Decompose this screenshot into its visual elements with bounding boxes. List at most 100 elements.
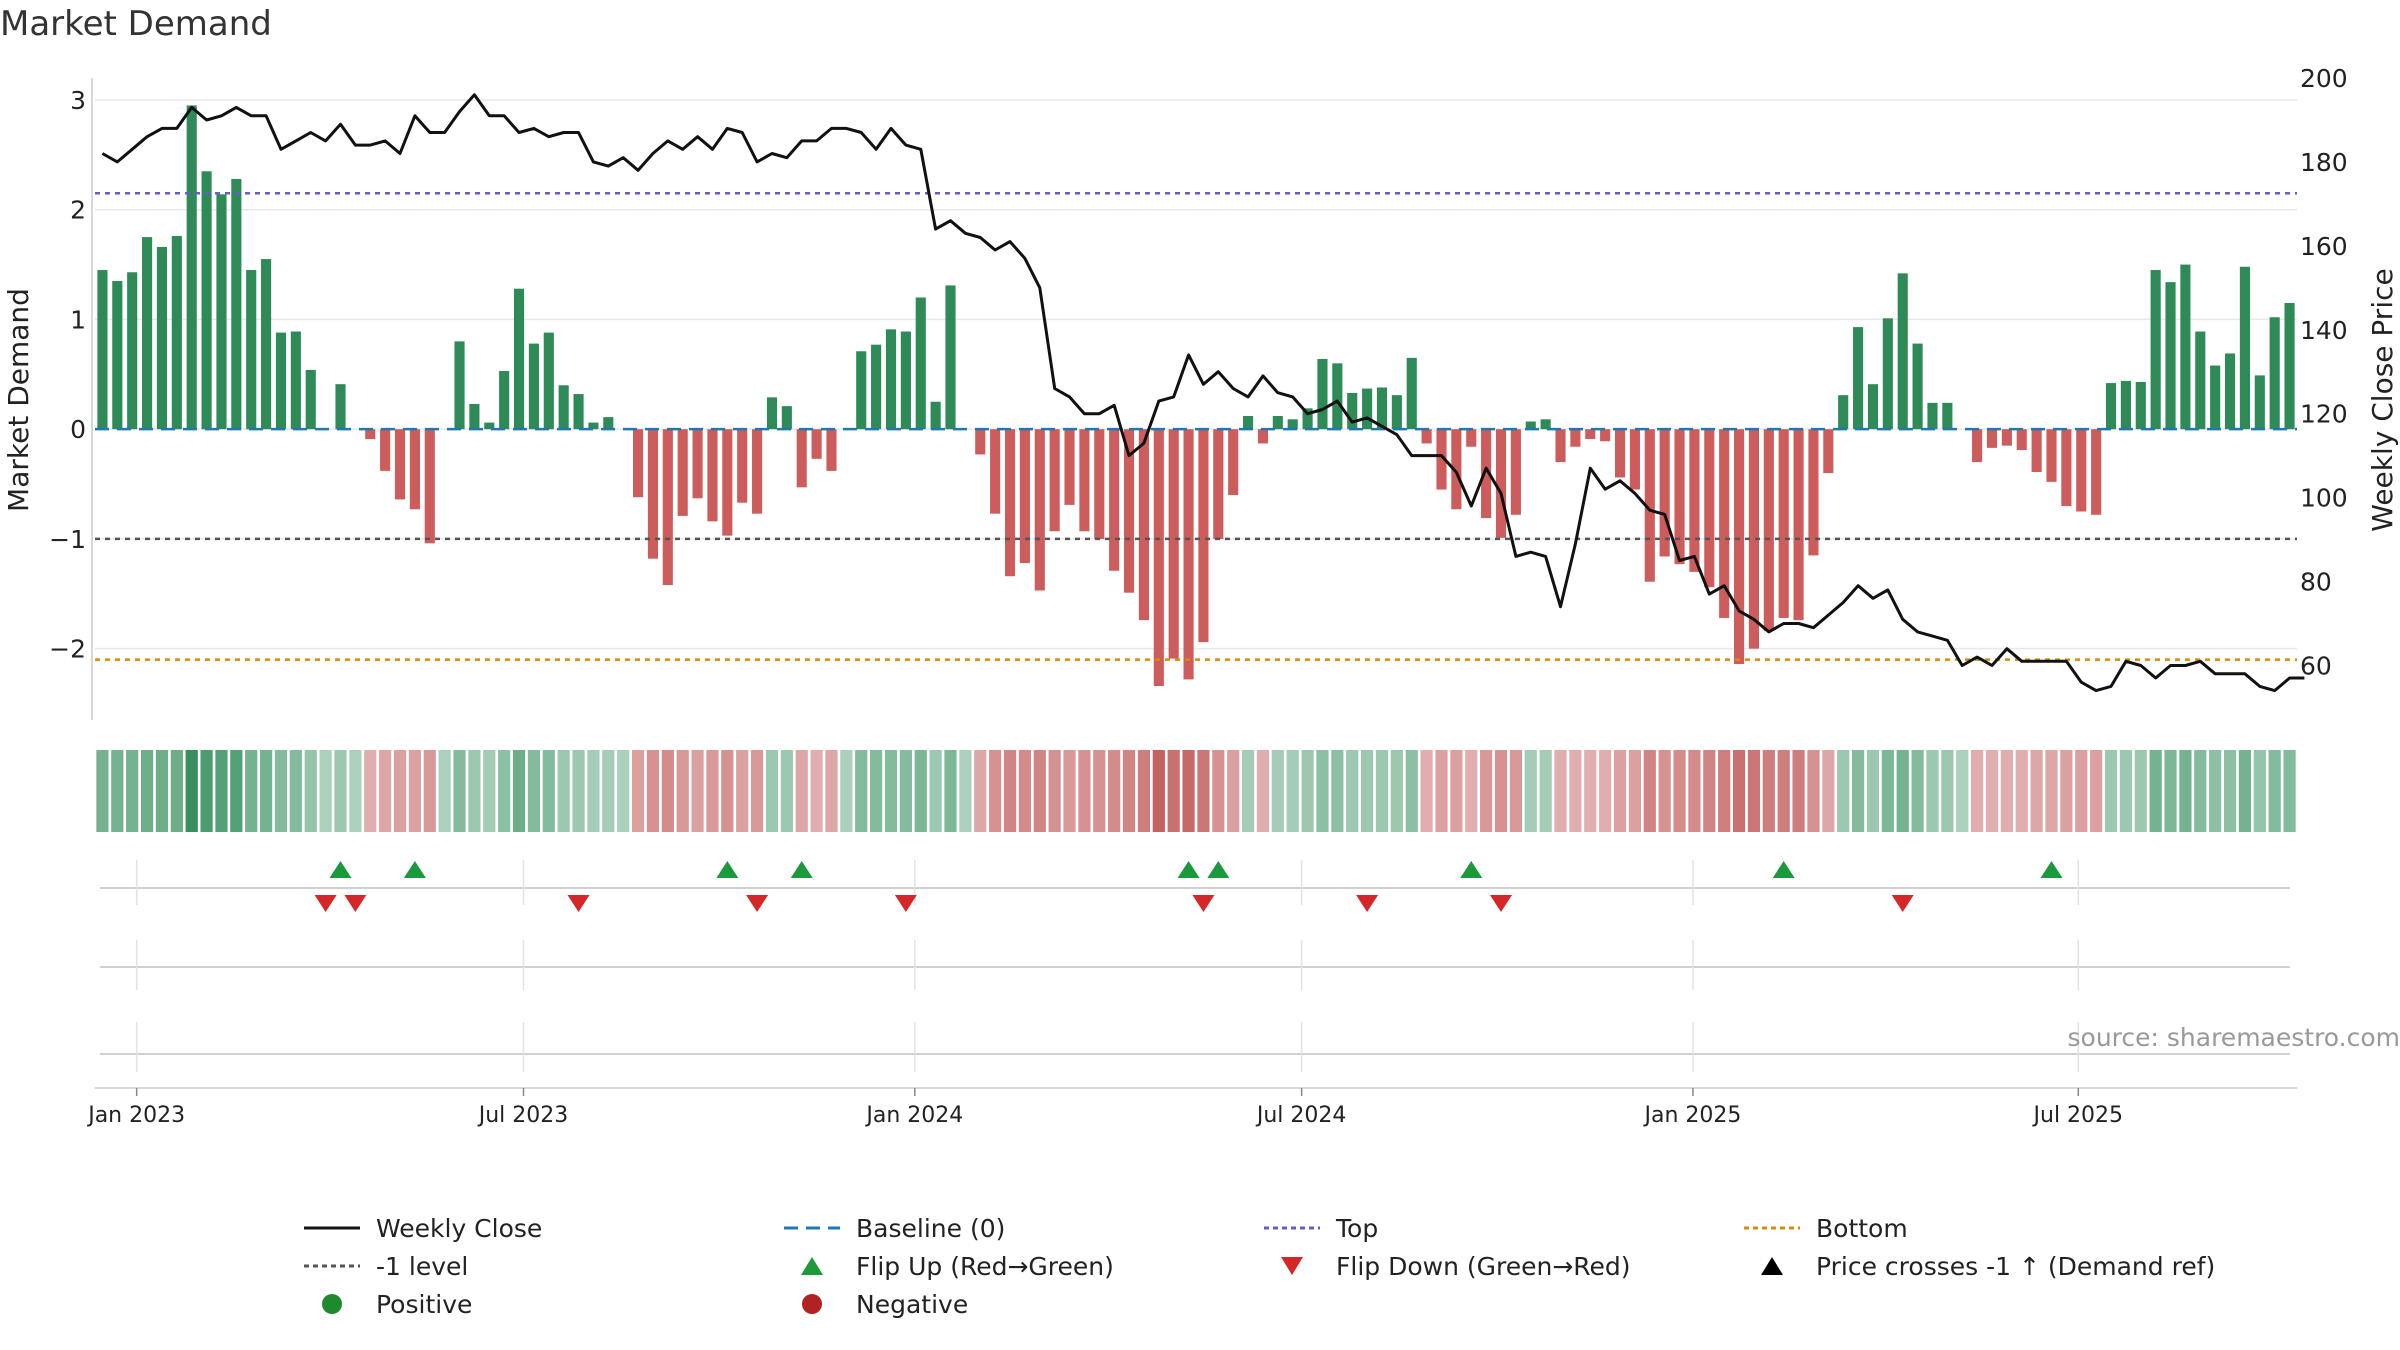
demand-bar (990, 429, 1001, 514)
demand-bar (2105, 383, 2117, 430)
demand-bar (2120, 380, 2131, 430)
demand-bar (796, 429, 807, 488)
strip-cell (1301, 750, 1314, 832)
legend-triangle-up-swatch (1761, 1257, 1783, 1275)
demand-bar (588, 422, 599, 430)
strip-cell (542, 750, 555, 832)
strip-cell (631, 750, 645, 832)
demand-bar (871, 344, 882, 430)
legend-label: Top (1336, 1213, 1379, 1243)
demand-bar (1704, 429, 1715, 588)
x-tick-label: Jul 2024 (1255, 1103, 1347, 1128)
strip-cell (1881, 750, 1894, 832)
legend-symbol (322, 1294, 342, 1314)
reference-lines (95, 191, 2297, 661)
demand-bar (1778, 429, 1789, 618)
demand-bar (469, 403, 480, 430)
demand-bar (484, 422, 495, 430)
flip-up-marker (1772, 861, 1795, 878)
legend-symbol (1281, 1257, 1303, 1275)
demand-bar (1287, 419, 1298, 430)
demand-bar (1317, 358, 1328, 430)
left-tick-label: 0 (70, 415, 86, 444)
legend-item: Weekly Close (300, 1210, 542, 1246)
demand-bar (186, 105, 197, 430)
strip-cell (2238, 750, 2252, 832)
strip-cell (1524, 750, 1537, 832)
strip-cell (1137, 750, 1151, 832)
demand-bars (97, 105, 2295, 686)
demand-bar (1376, 387, 1388, 430)
strip-cell (587, 750, 600, 832)
legend-item: Top (1260, 1210, 1378, 1246)
demand-bar (2195, 331, 2206, 430)
right-tick-label: 140 (2300, 316, 2348, 345)
strip-cell (2223, 750, 2237, 832)
strip-cell (1405, 750, 1418, 832)
legend-symbol (304, 1264, 360, 1268)
demand-bar (1912, 343, 1923, 430)
flip-up-marker (716, 861, 739, 878)
strip-cell (2104, 750, 2118, 832)
left-tick-label: 3 (70, 86, 86, 115)
strip-cell (1911, 750, 1924, 832)
strip-cell (1851, 750, 1865, 832)
left-tick-label: −1 (49, 525, 86, 554)
demand-bar (722, 429, 733, 536)
demand-bar (528, 343, 539, 430)
strip-cell (572, 750, 585, 832)
demand-bar (1153, 429, 1164, 686)
strip-cell (408, 750, 421, 832)
demand-bar (781, 406, 792, 430)
demand-bar (2135, 381, 2146, 430)
right-axis-title: Weekly Close Price (2366, 268, 2399, 531)
demand-bar (1897, 273, 1908, 430)
strip-cell (2149, 750, 2162, 832)
demand-bar (394, 429, 406, 500)
demand-bar (1763, 429, 1774, 632)
demand-bar (2076, 429, 2087, 512)
strip-cell (126, 750, 139, 832)
strip-cell (721, 750, 734, 832)
demand-bar (2284, 302, 2295, 430)
market-demand-chart: 3 2 1 0 −1 −2 200 180 160 140 120 100 80 60 Market Dem… (2, 64, 2399, 1128)
strip-cell (944, 750, 957, 832)
demand-bar (1257, 429, 1269, 444)
strip-cell (1078, 750, 1091, 832)
flip-down-marker (1356, 895, 1379, 912)
strip-cell (602, 750, 615, 832)
strip-cell (364, 750, 377, 832)
demand-bar (945, 285, 956, 430)
demand-bar (2210, 365, 2221, 430)
demand-bar (1614, 429, 1626, 478)
demand-bar (662, 429, 673, 586)
strip-cell (661, 750, 674, 832)
demand-bar (752, 429, 763, 514)
demand-bar (1391, 395, 1402, 430)
demand-bar (1808, 429, 1819, 556)
legend-label: Bottom (1816, 1213, 1908, 1243)
demand-bar (573, 394, 584, 430)
demand-bar (2165, 282, 2176, 430)
strip-cell (527, 750, 541, 832)
demand-bar (915, 297, 926, 430)
strip-cell (1792, 750, 1805, 832)
strip-cell (1509, 750, 1522, 832)
flip-down-marker (1891, 895, 1914, 912)
legend-symbol (784, 1226, 840, 1230)
demand-bar (127, 272, 138, 430)
strip-cell (260, 750, 273, 832)
demand-bar (2254, 375, 2265, 430)
demand-bar (975, 429, 986, 455)
legend-circle-swatch (322, 1294, 342, 1314)
demand-bar (1034, 429, 1045, 591)
strip-cell (1152, 750, 1165, 832)
strip-cell (1420, 750, 1433, 832)
strip-cell (1613, 750, 1627, 832)
legend: Weekly Close Baseline (0) Top Bottom -1 leve… (300, 1210, 2300, 1320)
demand-bar (275, 332, 287, 430)
flip-down-marker (894, 895, 917, 912)
demand-bar (1986, 429, 1998, 448)
strip-cell (379, 750, 392, 832)
demand-bar (856, 351, 867, 430)
